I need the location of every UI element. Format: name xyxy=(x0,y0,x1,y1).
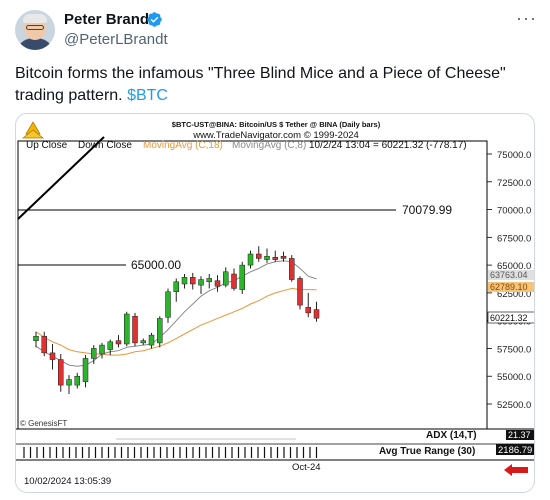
x-axis-label-oct: Oct-24 xyxy=(292,462,321,473)
price-tag-last: 60221.32 xyxy=(490,313,528,323)
candle-up xyxy=(82,358,89,383)
candle-up xyxy=(198,279,204,286)
y-axis: 75000.0 72500.0 70000.0 67500.0 65000.0 62500… xyxy=(487,150,531,411)
y-tick-label: 57500.0 xyxy=(497,344,531,355)
candle-up xyxy=(107,341,113,350)
level-label-70k: 70079.99 xyxy=(402,203,452,217)
price-tag-ma8: 63763.04 xyxy=(490,270,528,280)
trend-line xyxy=(17,136,105,220)
price-tag-ma18-box xyxy=(488,282,534,292)
chart-header-source: www.TradeNavigator.com © 1999-2024 xyxy=(192,130,359,141)
candle-down xyxy=(132,315,138,344)
cashtag-link[interactable]: $BTC xyxy=(127,87,168,104)
candle-up xyxy=(157,318,163,344)
svg-text:Down Close: Down Close xyxy=(78,140,132,151)
candle-down xyxy=(305,307,311,314)
y-tick-label: 70000.0 xyxy=(497,206,531,217)
ma18-line xyxy=(35,287,317,356)
candle-down xyxy=(115,340,122,345)
svg-text:MovingAvg (C,8): MovingAvg (C,8) xyxy=(232,140,306,151)
y-tick-label: 67500.0 xyxy=(497,233,531,244)
price-tag-ma8-box xyxy=(488,270,534,280)
legend-ma8: MovingAvg (C,8) xyxy=(232,140,306,151)
candle-up xyxy=(239,264,245,290)
candle-up xyxy=(247,253,254,266)
candle-up xyxy=(124,313,130,345)
adx-value: 21.37 xyxy=(508,430,531,440)
candle-up xyxy=(33,335,39,341)
chart-timestamp: 10/02/2024 13:05:39 xyxy=(24,476,111,487)
y-tick-label: 75000.0 xyxy=(497,150,531,161)
candle-down xyxy=(214,280,221,287)
svg-text:10/2/24 13:04 = 60221.32 (-778: 10/2/24 13:04 = 60221.32 (-778.17) xyxy=(309,140,467,151)
candles-group xyxy=(33,246,320,394)
legend-ma18: MovingAvg (C,18) xyxy=(143,140,223,151)
candle-down xyxy=(231,273,237,289)
atr-value-box xyxy=(496,444,534,455)
svg-text:MovingAvg (C,18): MovingAvg (C,18) xyxy=(143,140,223,151)
y-tick-label: 65000.0 xyxy=(497,261,531,272)
candle-down xyxy=(297,278,303,306)
candle-up xyxy=(148,334,155,346)
legend-up-close: Up Close xyxy=(26,140,68,151)
svg-text:Up Close: Up Close xyxy=(26,140,68,151)
trade-navigator-logo-icon xyxy=(21,121,45,139)
tweet-body: Bitcoin forms the infamous "Three Blind … xyxy=(15,65,506,104)
author-handle[interactable]: @PeterLBrandt xyxy=(64,31,168,48)
price-tag-last-box xyxy=(487,311,534,324)
atr-label: Avg True Range (30) xyxy=(379,446,475,457)
candle-up xyxy=(206,278,212,283)
more-options-icon[interactable]: ··· xyxy=(516,8,537,28)
candle-up xyxy=(181,277,188,285)
candle-up xyxy=(223,271,229,286)
candlestick-chart: $BTC-UST@BINA: Bitcoin/US $ Tether @ BIN… xyxy=(16,120,534,487)
verified-badge-icon xyxy=(147,12,162,27)
y-tick-label: 55000.0 xyxy=(497,372,531,383)
y-tick-label: 62500.0 xyxy=(497,289,531,300)
atr-value: 2186.79 xyxy=(498,445,532,456)
candle-down xyxy=(58,359,64,386)
y-tick-label: 72500.0 xyxy=(497,178,531,189)
adx-label: ADX (14,T) xyxy=(426,430,477,441)
candle-up xyxy=(140,340,146,344)
candle-down xyxy=(190,277,196,285)
candle-up xyxy=(74,375,80,386)
candle-down xyxy=(289,258,295,280)
red-arrow-icon xyxy=(504,464,528,476)
chart-header-symbol: $BTC-UST@BINA: Bitcoin/US $ Tether @ BIN… xyxy=(172,120,381,129)
candle-up xyxy=(91,348,97,359)
candle-down xyxy=(49,352,56,360)
candle-down xyxy=(313,309,320,319)
plot-frame xyxy=(17,140,488,430)
tweet-text: Bitcoin forms the infamous "Three Blind … xyxy=(15,63,535,107)
candle-up xyxy=(165,291,171,318)
watermark: © GenesisFT xyxy=(20,419,67,428)
price-tag-ma18: 62789.10 xyxy=(490,282,528,292)
level-label-65k: 65000.00 xyxy=(131,258,181,272)
y-tick-label: 52500.0 xyxy=(497,400,531,411)
candle-up xyxy=(99,344,105,355)
candle-down xyxy=(256,253,262,259)
candle-up xyxy=(264,255,270,260)
adx-value-box xyxy=(506,430,534,440)
chart-image[interactable]: $BTC-UST@BINA: Bitcoin/US $ Tether @ BIN… xyxy=(15,113,535,493)
candle-up xyxy=(66,379,72,386)
author-name[interactable]: Peter Brandt xyxy=(64,11,155,28)
candle-up xyxy=(173,281,179,293)
candle-down xyxy=(272,257,278,260)
legend-down-close: Down Close xyxy=(78,140,132,151)
candle-down xyxy=(41,335,47,354)
avatar[interactable] xyxy=(15,10,55,50)
atr-bars xyxy=(23,447,318,458)
candle-down xyxy=(280,255,287,259)
legend-last-bar: 10/2/24 13:04 = 60221.32 (-778.17) xyxy=(309,140,467,151)
